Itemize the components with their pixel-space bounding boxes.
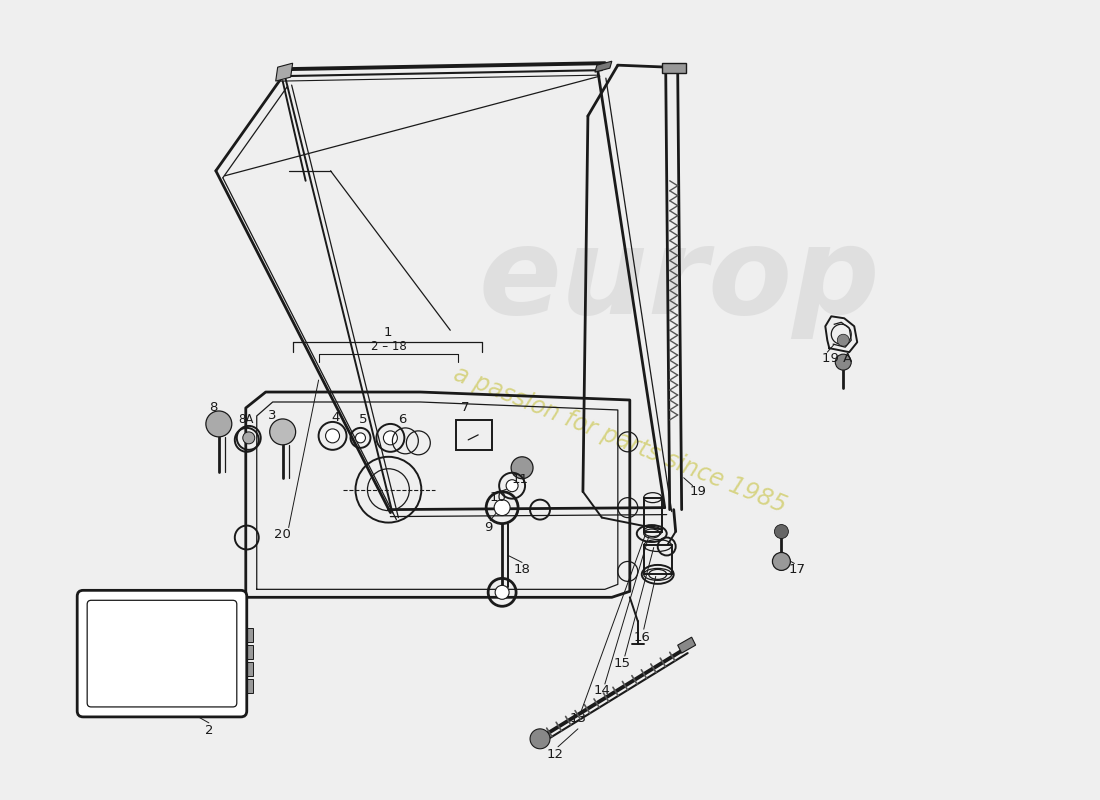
FancyBboxPatch shape: [77, 590, 246, 717]
Text: 1: 1: [383, 326, 392, 338]
Circle shape: [495, 586, 509, 599]
Polygon shape: [234, 628, 253, 642]
Text: 16: 16: [634, 630, 650, 644]
Circle shape: [512, 457, 534, 478]
Text: 2: 2: [205, 724, 213, 738]
Polygon shape: [234, 679, 253, 693]
Polygon shape: [234, 645, 253, 659]
Polygon shape: [234, 662, 253, 676]
FancyBboxPatch shape: [87, 600, 237, 707]
Circle shape: [326, 429, 340, 443]
Text: 14: 14: [593, 685, 611, 698]
Circle shape: [772, 553, 791, 570]
Text: a passion for parts since 1985: a passion for parts since 1985: [450, 362, 790, 518]
Text: 20: 20: [274, 528, 292, 541]
Circle shape: [355, 433, 365, 443]
Circle shape: [243, 432, 255, 444]
Text: 9: 9: [484, 521, 493, 534]
Text: 2 – 18: 2 – 18: [371, 340, 406, 353]
Polygon shape: [276, 63, 293, 81]
Text: 10: 10: [490, 491, 507, 504]
Text: 3: 3: [268, 410, 277, 422]
Text: 19 A: 19 A: [822, 352, 853, 365]
Text: 7: 7: [461, 402, 470, 414]
Polygon shape: [662, 63, 685, 73]
Text: 12: 12: [547, 748, 563, 762]
Circle shape: [206, 411, 232, 437]
Circle shape: [270, 419, 296, 445]
Circle shape: [837, 334, 849, 346]
Text: 8A: 8A: [238, 414, 253, 426]
Circle shape: [835, 354, 851, 370]
Polygon shape: [678, 637, 695, 653]
Text: 6: 6: [398, 414, 407, 426]
Text: 8: 8: [209, 402, 217, 414]
Text: europ: europ: [478, 222, 880, 339]
Circle shape: [384, 431, 397, 445]
Text: 5: 5: [360, 414, 367, 426]
Text: 19: 19: [690, 485, 706, 498]
Text: 18: 18: [514, 563, 530, 576]
Circle shape: [506, 480, 518, 492]
Polygon shape: [595, 61, 612, 72]
Text: 17: 17: [789, 563, 806, 576]
Circle shape: [494, 500, 510, 515]
Text: 13: 13: [570, 712, 586, 726]
Text: 4: 4: [331, 411, 340, 425]
Text: 15: 15: [614, 657, 630, 670]
Circle shape: [530, 729, 550, 749]
Circle shape: [774, 525, 789, 538]
Text: 11: 11: [512, 474, 529, 486]
